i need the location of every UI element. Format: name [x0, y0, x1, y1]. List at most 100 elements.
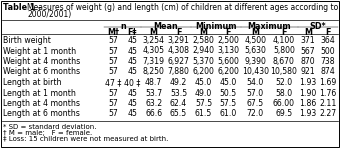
Text: 66.00: 66.00 [273, 99, 295, 108]
Text: 57: 57 [109, 36, 119, 45]
Text: 4,305: 4,305 [143, 46, 165, 56]
Text: 4,308: 4,308 [168, 46, 189, 56]
Text: 1.69: 1.69 [319, 78, 337, 87]
Text: † M = male;   F = female.: † M = male; F = female. [3, 130, 92, 136]
Text: 7,880: 7,880 [168, 67, 189, 77]
Text: 738: 738 [321, 57, 335, 66]
Text: 6,927: 6,927 [168, 57, 189, 66]
Text: F: F [226, 28, 231, 37]
Text: 61.0: 61.0 [220, 110, 237, 119]
Text: 45: 45 [127, 89, 137, 98]
Text: M: M [150, 28, 158, 37]
Text: F: F [176, 28, 181, 37]
Text: 50.5: 50.5 [220, 89, 237, 98]
Text: 5,370: 5,370 [192, 57, 214, 66]
Text: Weight at 4 months: Weight at 4 months [3, 57, 80, 66]
Text: 1.86: 1.86 [300, 99, 317, 108]
Text: 58.0: 58.0 [275, 89, 292, 98]
Text: 2000/2001): 2000/2001) [27, 10, 71, 19]
Text: Birth weight: Birth weight [3, 36, 51, 45]
Text: 567: 567 [301, 46, 316, 56]
Text: 48.7: 48.7 [145, 78, 162, 87]
Text: 870: 870 [301, 57, 316, 66]
Text: 47 ‡: 47 ‡ [105, 78, 122, 87]
Text: 57: 57 [109, 89, 119, 98]
Text: 65.5: 65.5 [170, 110, 187, 119]
Text: 8,250: 8,250 [143, 67, 165, 77]
Text: M: M [251, 28, 259, 37]
Text: 1.90: 1.90 [300, 89, 317, 98]
Text: 53.5: 53.5 [170, 89, 187, 98]
Text: Weight at 6 months: Weight at 6 months [3, 67, 80, 77]
Text: Length at birth: Length at birth [3, 78, 62, 87]
Text: 49.2: 49.2 [170, 78, 187, 87]
Text: 40 ‡: 40 ‡ [124, 78, 140, 87]
Text: M†: M† [108, 28, 120, 37]
Text: 8,670: 8,670 [273, 57, 295, 66]
Text: 921: 921 [301, 67, 316, 77]
Text: SD*: SD* [310, 22, 326, 31]
Text: 49.0: 49.0 [195, 89, 212, 98]
Text: 45: 45 [127, 36, 137, 45]
Text: F: F [325, 28, 331, 37]
Text: Length at 4 months: Length at 4 months [3, 99, 80, 108]
Text: 4,500: 4,500 [244, 36, 266, 45]
Text: F‡: F‡ [127, 28, 137, 37]
Text: 45.0: 45.0 [220, 78, 237, 87]
Text: 67.5: 67.5 [246, 99, 264, 108]
Text: 61.5: 61.5 [195, 110, 212, 119]
Text: 69.5: 69.5 [275, 110, 292, 119]
Text: Length at 6 months: Length at 6 months [3, 110, 80, 119]
Text: 54.0: 54.0 [246, 78, 264, 87]
Text: 9,390: 9,390 [244, 57, 266, 66]
Text: 63.2: 63.2 [145, 99, 162, 108]
Text: 57.0: 57.0 [246, 89, 264, 98]
Text: Length at 1 month: Length at 1 month [3, 89, 76, 98]
Text: M: M [200, 28, 207, 37]
Text: 2,940: 2,940 [192, 46, 215, 56]
Text: 1.76: 1.76 [319, 89, 337, 98]
Text: 3,254: 3,254 [143, 36, 165, 45]
Text: 57: 57 [109, 110, 119, 119]
Text: 62.4: 62.4 [170, 99, 187, 108]
Text: 10,430: 10,430 [242, 67, 269, 77]
Text: 2.11: 2.11 [319, 99, 337, 108]
Text: 53.7: 53.7 [145, 89, 162, 98]
Text: 3,291: 3,291 [168, 36, 189, 45]
Text: 2.27: 2.27 [320, 110, 337, 119]
Text: 45: 45 [127, 46, 137, 56]
Text: ‡ Loss: 15 children were not measured at birth.: ‡ Loss: 15 children were not measured at… [3, 135, 168, 141]
Text: n: n [120, 22, 126, 31]
Text: Table 1 -: Table 1 - [3, 3, 41, 12]
Text: 4,100: 4,100 [273, 36, 295, 45]
Text: Measures of weight (g) and length (cm) of children at different ages according t: Measures of weight (g) and length (cm) o… [27, 3, 340, 12]
Text: F: F [281, 28, 287, 37]
Text: 500: 500 [321, 46, 335, 56]
Text: 45: 45 [127, 99, 137, 108]
Text: 45: 45 [127, 67, 137, 77]
Text: 5,600: 5,600 [217, 57, 239, 66]
Text: 7,319: 7,319 [143, 57, 165, 66]
Text: 364: 364 [321, 36, 336, 45]
Text: Minimum: Minimum [195, 22, 237, 31]
Text: 10,580: 10,580 [270, 67, 297, 77]
Text: 2,500: 2,500 [217, 36, 239, 45]
Text: 1.93: 1.93 [300, 78, 317, 87]
Text: 52.0: 52.0 [275, 78, 292, 87]
Text: 72.0: 72.0 [246, 110, 264, 119]
Text: Maximum: Maximum [248, 22, 291, 31]
Text: Mean: Mean [154, 22, 178, 31]
Text: 1.93: 1.93 [300, 110, 317, 119]
Text: 874: 874 [321, 67, 336, 77]
Text: 45: 45 [127, 110, 137, 119]
Text: 371: 371 [301, 36, 316, 45]
Text: 6,200: 6,200 [217, 67, 239, 77]
Text: 5,630: 5,630 [244, 46, 266, 56]
Text: 5,800: 5,800 [273, 46, 295, 56]
Text: 66.6: 66.6 [145, 110, 162, 119]
Text: * SD = standard deviation.: * SD = standard deviation. [3, 124, 97, 130]
Text: 57.5: 57.5 [195, 99, 212, 108]
Text: 57: 57 [109, 57, 119, 66]
Text: 45.0: 45.0 [195, 78, 212, 87]
Text: 3,130: 3,130 [217, 46, 239, 56]
